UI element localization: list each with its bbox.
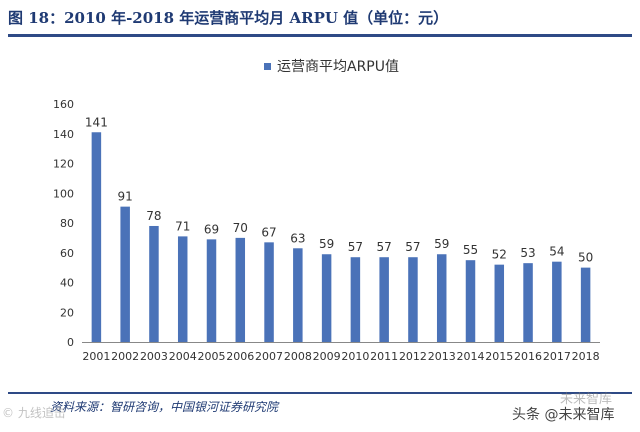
bar-2014 (465, 260, 476, 342)
x-tick-label: 2013 (428, 350, 456, 363)
bar-2008 (293, 248, 303, 342)
data-label-2011: 57 (377, 240, 392, 254)
y-tick-label: 100 (53, 187, 74, 200)
y-tick-label: 40 (60, 277, 74, 290)
legend-label: 运营商平均ARPU值 (277, 59, 399, 75)
bar-2013 (436, 254, 447, 342)
x-tick-label: 2003 (140, 350, 168, 363)
x-tick-label: 2017 (543, 350, 571, 363)
x-tick-label: 2007 (255, 350, 283, 363)
x-tick-label: 2006 (226, 350, 254, 363)
y-tick-label: 80 (60, 217, 74, 230)
y-tick-label: 140 (53, 128, 74, 141)
data-label-2015: 52 (492, 248, 507, 262)
x-tick-label: 2018 (572, 350, 600, 363)
bar-2004 (177, 236, 188, 342)
bar-2012 (408, 257, 418, 342)
data-label-2008: 63 (290, 231, 305, 245)
x-tick-label: 2016 (514, 350, 542, 363)
source-note: 资料来源：智研咨询，中国银河证券研究院 (50, 400, 279, 414)
bar-2011 (379, 257, 389, 342)
arpu-bar-chart: 运营商平均ARPU值 0 20 40 60 80 100 120 140 160 141 2001… (53, 59, 600, 363)
figure-title: 图 18：2010 年-2018 年运营商平均月 ARPU 值（单位：元） (8, 9, 449, 27)
data-label-2018: 50 (578, 251, 593, 265)
x-tick-label: 2005 (198, 350, 226, 363)
watermark-right: 头条 @未来智库 (512, 407, 615, 423)
data-label-2006: 70 (233, 221, 248, 235)
y-tick-label: 160 (53, 98, 74, 111)
data-label-2005: 69 (204, 222, 219, 236)
x-tick-label: 2002 (111, 350, 139, 363)
legend-swatch (264, 63, 271, 70)
bar-2017 (552, 261, 562, 342)
bar-2001 (91, 132, 102, 342)
y-tick-label: 120 (53, 158, 74, 171)
x-tick-label: 2012 (399, 350, 427, 363)
bar-2006 (235, 237, 246, 342)
data-label-2014: 55 (463, 243, 478, 257)
bar-2009 (321, 254, 332, 342)
x-tick-label: 2001 (82, 350, 110, 363)
data-label-2012: 57 (405, 240, 420, 254)
x-tick-label: 2010 (341, 350, 369, 363)
bar-2016 (523, 263, 533, 342)
data-label-2009: 59 (319, 237, 334, 251)
y-tick-label: 0 (67, 336, 74, 349)
data-label-2016: 53 (520, 246, 535, 260)
data-label-2010: 57 (348, 240, 363, 254)
watermark-right-top: 未来智库 (560, 392, 613, 407)
x-tick-label: 2014 (457, 350, 485, 363)
x-tick-label: 2015 (485, 350, 513, 363)
x-tick-label: 2009 (313, 350, 341, 363)
footer-rule (8, 392, 632, 394)
x-tick-label: 2004 (169, 350, 197, 363)
bar-2003 (149, 225, 159, 342)
watermark-left: © 九线追击 (2, 406, 66, 420)
bar-2002 (120, 206, 130, 342)
bar-2015 (494, 264, 505, 342)
data-label-2001: 141 (85, 115, 108, 129)
bar-2018 (580, 267, 591, 342)
bar-2005 (206, 239, 217, 342)
bar-2010 (350, 257, 361, 342)
x-tick-label: 2011 (370, 350, 398, 363)
y-tick-label: 20 (60, 306, 74, 319)
data-label-2017: 54 (549, 245, 564, 259)
data-label-2004: 71 (175, 219, 190, 233)
title-rule (8, 34, 632, 37)
y-tick-label: 60 (60, 247, 74, 260)
bar-2007 (264, 242, 274, 342)
chart-legend: 运营商平均ARPU值 (264, 59, 399, 75)
x-tick-label: 2008 (284, 350, 312, 363)
data-label-2003: 78 (146, 209, 161, 223)
data-label-2002: 91 (118, 190, 133, 204)
data-label-2013: 59 (434, 237, 449, 251)
data-label-2007: 67 (261, 225, 276, 239)
